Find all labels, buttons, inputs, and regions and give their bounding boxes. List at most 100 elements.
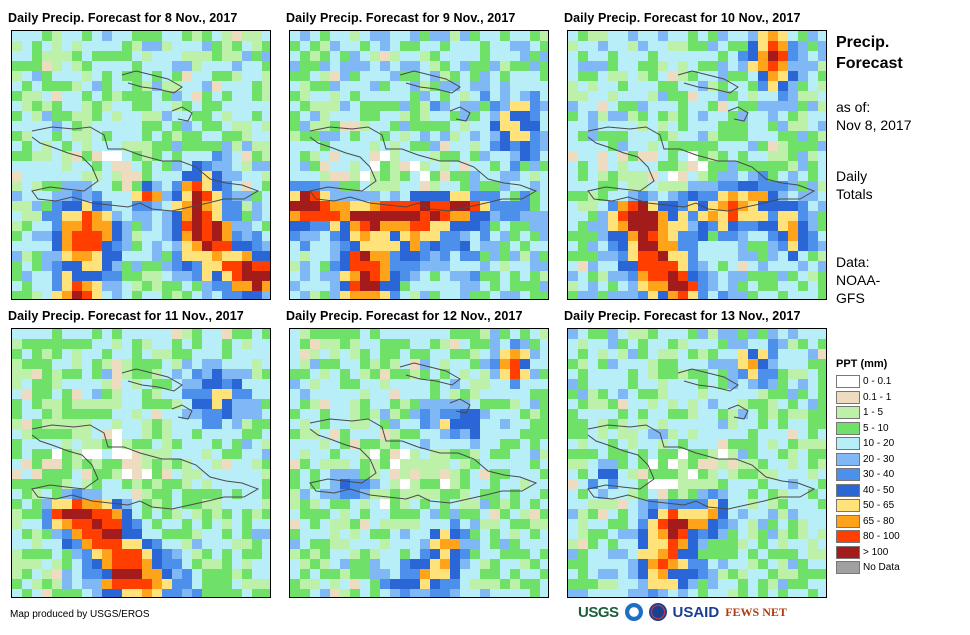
precip-cell	[788, 349, 798, 359]
precip-cell	[768, 141, 778, 151]
precip-cell	[530, 499, 540, 509]
precip-cell	[728, 281, 738, 291]
precip-cell	[698, 469, 708, 479]
precip-cell	[52, 31, 62, 41]
precip-cell	[678, 449, 688, 459]
precip-cell	[340, 479, 350, 489]
precip-cell	[370, 459, 380, 469]
precip-cell	[142, 41, 152, 51]
precip-cell	[340, 191, 350, 201]
precip-cell	[122, 201, 132, 211]
precip-cell	[320, 171, 330, 181]
precip-cell	[450, 459, 460, 469]
precip-cell	[510, 101, 520, 111]
precip-cell	[818, 261, 826, 271]
precip-cell	[608, 519, 618, 529]
legend-label: 10 - 20	[863, 438, 895, 450]
precip-cell	[162, 191, 172, 201]
precip-cell	[420, 349, 430, 359]
precip-cell	[212, 141, 222, 151]
precip-cell	[638, 549, 648, 559]
precip-cell	[480, 369, 490, 379]
precip-cell	[290, 409, 300, 419]
precip-cell	[540, 261, 548, 271]
precip-cell	[172, 201, 182, 211]
precip-cell	[290, 359, 300, 369]
precip-cell	[470, 51, 480, 61]
precip-cell	[192, 161, 202, 171]
precip-cell	[748, 281, 758, 291]
precip-cell	[32, 161, 42, 171]
precip-cell	[232, 61, 242, 71]
precip-cell	[152, 389, 162, 399]
precip-cell	[32, 291, 42, 299]
precip-cell	[212, 579, 222, 589]
precip-cell	[400, 409, 410, 419]
precip-cell	[450, 111, 460, 121]
precip-cell	[102, 399, 112, 409]
precip-cell	[172, 409, 182, 419]
precip-cell	[568, 369, 578, 379]
precip-cell	[678, 539, 688, 549]
precip-cell	[588, 201, 598, 211]
precip-cell	[252, 291, 262, 299]
precip-cell	[242, 81, 252, 91]
precip-cell	[102, 579, 112, 589]
precip-cell	[182, 559, 192, 569]
precip-cell	[708, 419, 718, 429]
precip-cell	[390, 141, 400, 151]
precip-cell	[410, 181, 420, 191]
precip-cell	[92, 261, 102, 271]
precip-cell	[162, 221, 172, 231]
precip-cell	[102, 379, 112, 389]
precip-cell	[808, 121, 818, 131]
precip-cell	[618, 499, 628, 509]
precip-cell	[728, 271, 738, 281]
precip-cell	[122, 181, 132, 191]
precip-cell	[658, 539, 668, 549]
precip-cell	[678, 549, 688, 559]
precip-cell	[132, 549, 142, 559]
precip-cell	[638, 559, 648, 569]
precip-cell	[340, 221, 350, 231]
precip-cell	[618, 569, 628, 579]
coastline-outline	[587, 424, 816, 510]
precip-cell	[638, 369, 648, 379]
precip-cell	[340, 171, 350, 181]
precip-cell	[370, 191, 380, 201]
precip-cell	[688, 201, 698, 211]
precip-cell	[778, 81, 788, 91]
precip-cell	[668, 479, 678, 489]
precip-cell	[668, 261, 678, 271]
precip-cell	[242, 201, 252, 211]
precip-cell	[62, 121, 72, 131]
precip-cell	[420, 231, 430, 241]
precip-cell	[768, 519, 778, 529]
precip-cell	[82, 191, 92, 201]
precip-cell	[410, 349, 420, 359]
precip-cell	[808, 419, 818, 429]
precip-cell	[698, 281, 708, 291]
precip-cell	[588, 151, 598, 161]
precip-cell	[300, 281, 310, 291]
precip-cell	[470, 519, 480, 529]
precip-cell	[588, 369, 598, 379]
precip-cell	[132, 399, 142, 409]
precip-cell	[480, 141, 490, 151]
precip-cell	[122, 509, 132, 519]
precip-cell	[350, 171, 360, 181]
precip-cell	[132, 291, 142, 299]
precip-cell	[320, 569, 330, 579]
precip-cell	[658, 429, 668, 439]
precip-cell	[738, 71, 748, 81]
precip-cell	[578, 81, 588, 91]
precip-cell	[598, 329, 608, 339]
precip-cell	[808, 281, 818, 291]
precip-cell	[718, 419, 728, 429]
precip-cell	[618, 211, 628, 221]
precip-cell	[410, 499, 420, 509]
precip-cell	[718, 31, 728, 41]
precip-cell	[678, 121, 688, 131]
precip-cell	[430, 479, 440, 489]
precip-cell	[648, 241, 658, 251]
